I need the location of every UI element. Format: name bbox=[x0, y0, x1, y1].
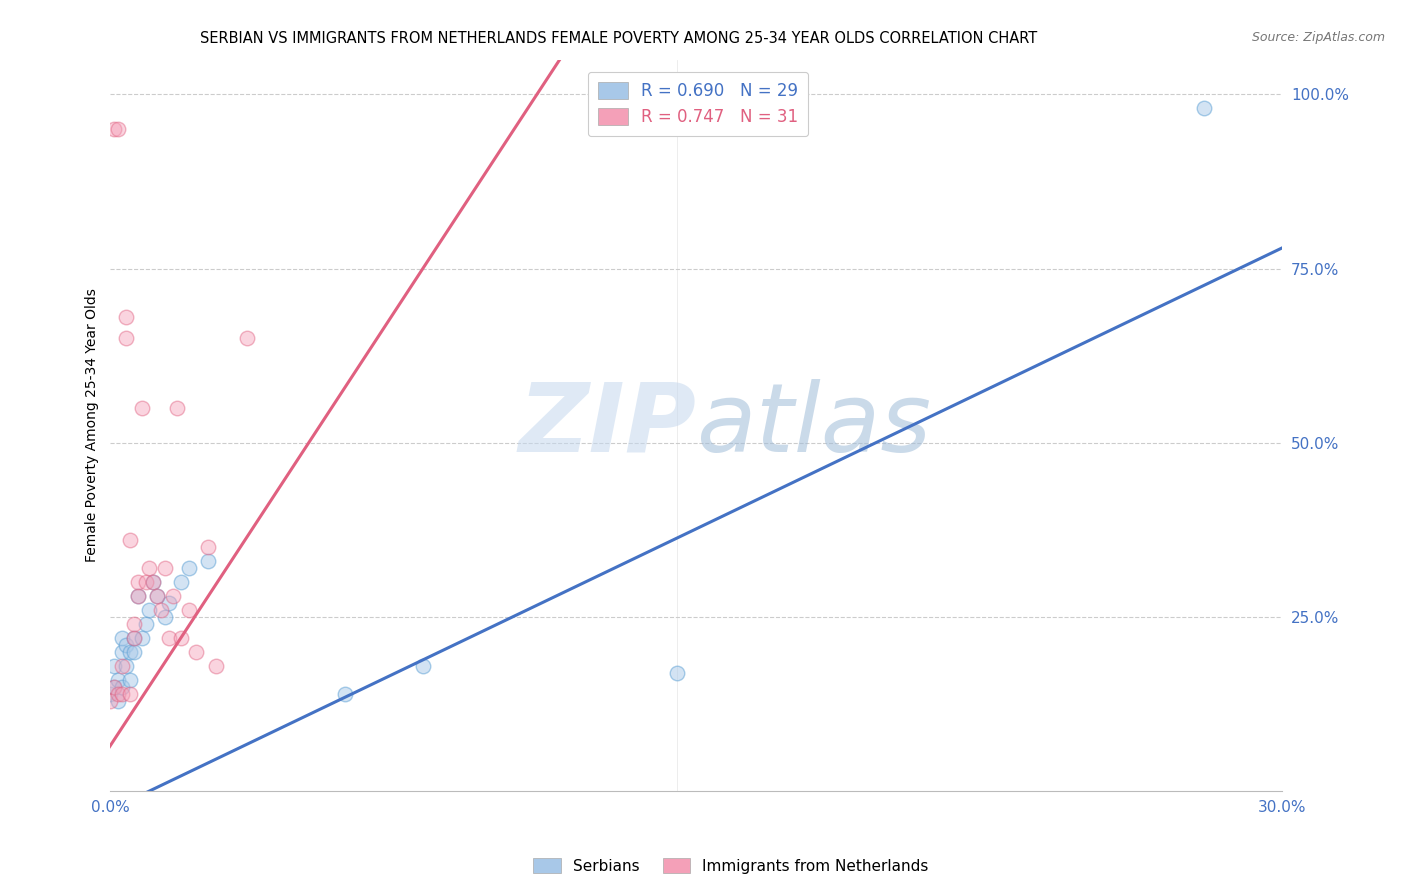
Point bbox=[157, 631, 180, 645]
Point bbox=[127, 575, 149, 590]
Point bbox=[153, 610, 176, 624]
Point bbox=[142, 575, 165, 590]
Point bbox=[1194, 101, 1216, 115]
Point bbox=[135, 617, 157, 632]
Point bbox=[118, 533, 141, 548]
Point bbox=[107, 673, 129, 687]
Point bbox=[236, 331, 259, 345]
Legend: R = 0.690   N = 29, R = 0.747   N = 31: R = 0.690 N = 29, R = 0.747 N = 31 bbox=[588, 71, 808, 136]
Point bbox=[138, 561, 160, 575]
Point bbox=[138, 603, 160, 617]
Point bbox=[115, 310, 138, 325]
Point bbox=[115, 331, 138, 345]
Point bbox=[103, 658, 125, 673]
Point bbox=[170, 631, 193, 645]
Point bbox=[107, 693, 129, 707]
Text: SERBIAN VS IMMIGRANTS FROM NETHERLANDS FEMALE POVERTY AMONG 25-34 YEAR OLDS CORR: SERBIAN VS IMMIGRANTS FROM NETHERLANDS F… bbox=[200, 31, 1038, 46]
Point bbox=[142, 575, 165, 590]
Point bbox=[412, 658, 434, 673]
Point bbox=[150, 603, 173, 617]
Point bbox=[131, 631, 153, 645]
Point bbox=[186, 645, 208, 659]
Point bbox=[333, 687, 356, 701]
Point bbox=[177, 603, 200, 617]
Point bbox=[205, 658, 228, 673]
Point bbox=[100, 687, 122, 701]
Point bbox=[665, 665, 688, 680]
Point bbox=[118, 687, 141, 701]
Point bbox=[197, 554, 219, 568]
Point bbox=[122, 645, 145, 659]
Point bbox=[111, 687, 134, 701]
Point bbox=[115, 658, 138, 673]
Point bbox=[197, 541, 219, 555]
Text: ZIP: ZIP bbox=[519, 379, 696, 472]
Point bbox=[122, 617, 145, 632]
Point bbox=[146, 589, 169, 603]
Point bbox=[135, 575, 157, 590]
Point bbox=[103, 680, 125, 694]
Point bbox=[157, 596, 180, 610]
Point bbox=[107, 122, 129, 136]
Point bbox=[131, 401, 153, 415]
Legend: Serbians, Immigrants from Netherlands: Serbians, Immigrants from Netherlands bbox=[527, 852, 935, 880]
Text: Source: ZipAtlas.com: Source: ZipAtlas.com bbox=[1251, 31, 1385, 45]
Point bbox=[115, 638, 138, 652]
Point bbox=[127, 589, 149, 603]
Point bbox=[107, 687, 129, 701]
Point bbox=[146, 589, 169, 603]
Point bbox=[103, 122, 125, 136]
Point bbox=[103, 680, 125, 694]
Point bbox=[111, 645, 134, 659]
Point bbox=[111, 631, 134, 645]
Point bbox=[118, 645, 141, 659]
Point bbox=[166, 401, 188, 415]
Y-axis label: Female Poverty Among 25-34 Year Olds: Female Poverty Among 25-34 Year Olds bbox=[86, 288, 100, 562]
Point bbox=[118, 673, 141, 687]
Point bbox=[177, 561, 200, 575]
Point bbox=[153, 561, 176, 575]
Point bbox=[122, 631, 145, 645]
Point bbox=[111, 658, 134, 673]
Point bbox=[170, 575, 193, 590]
Point bbox=[162, 589, 184, 603]
Point bbox=[111, 680, 134, 694]
Text: atlas: atlas bbox=[696, 379, 931, 472]
Point bbox=[127, 589, 149, 603]
Point bbox=[100, 693, 122, 707]
Point bbox=[122, 631, 145, 645]
